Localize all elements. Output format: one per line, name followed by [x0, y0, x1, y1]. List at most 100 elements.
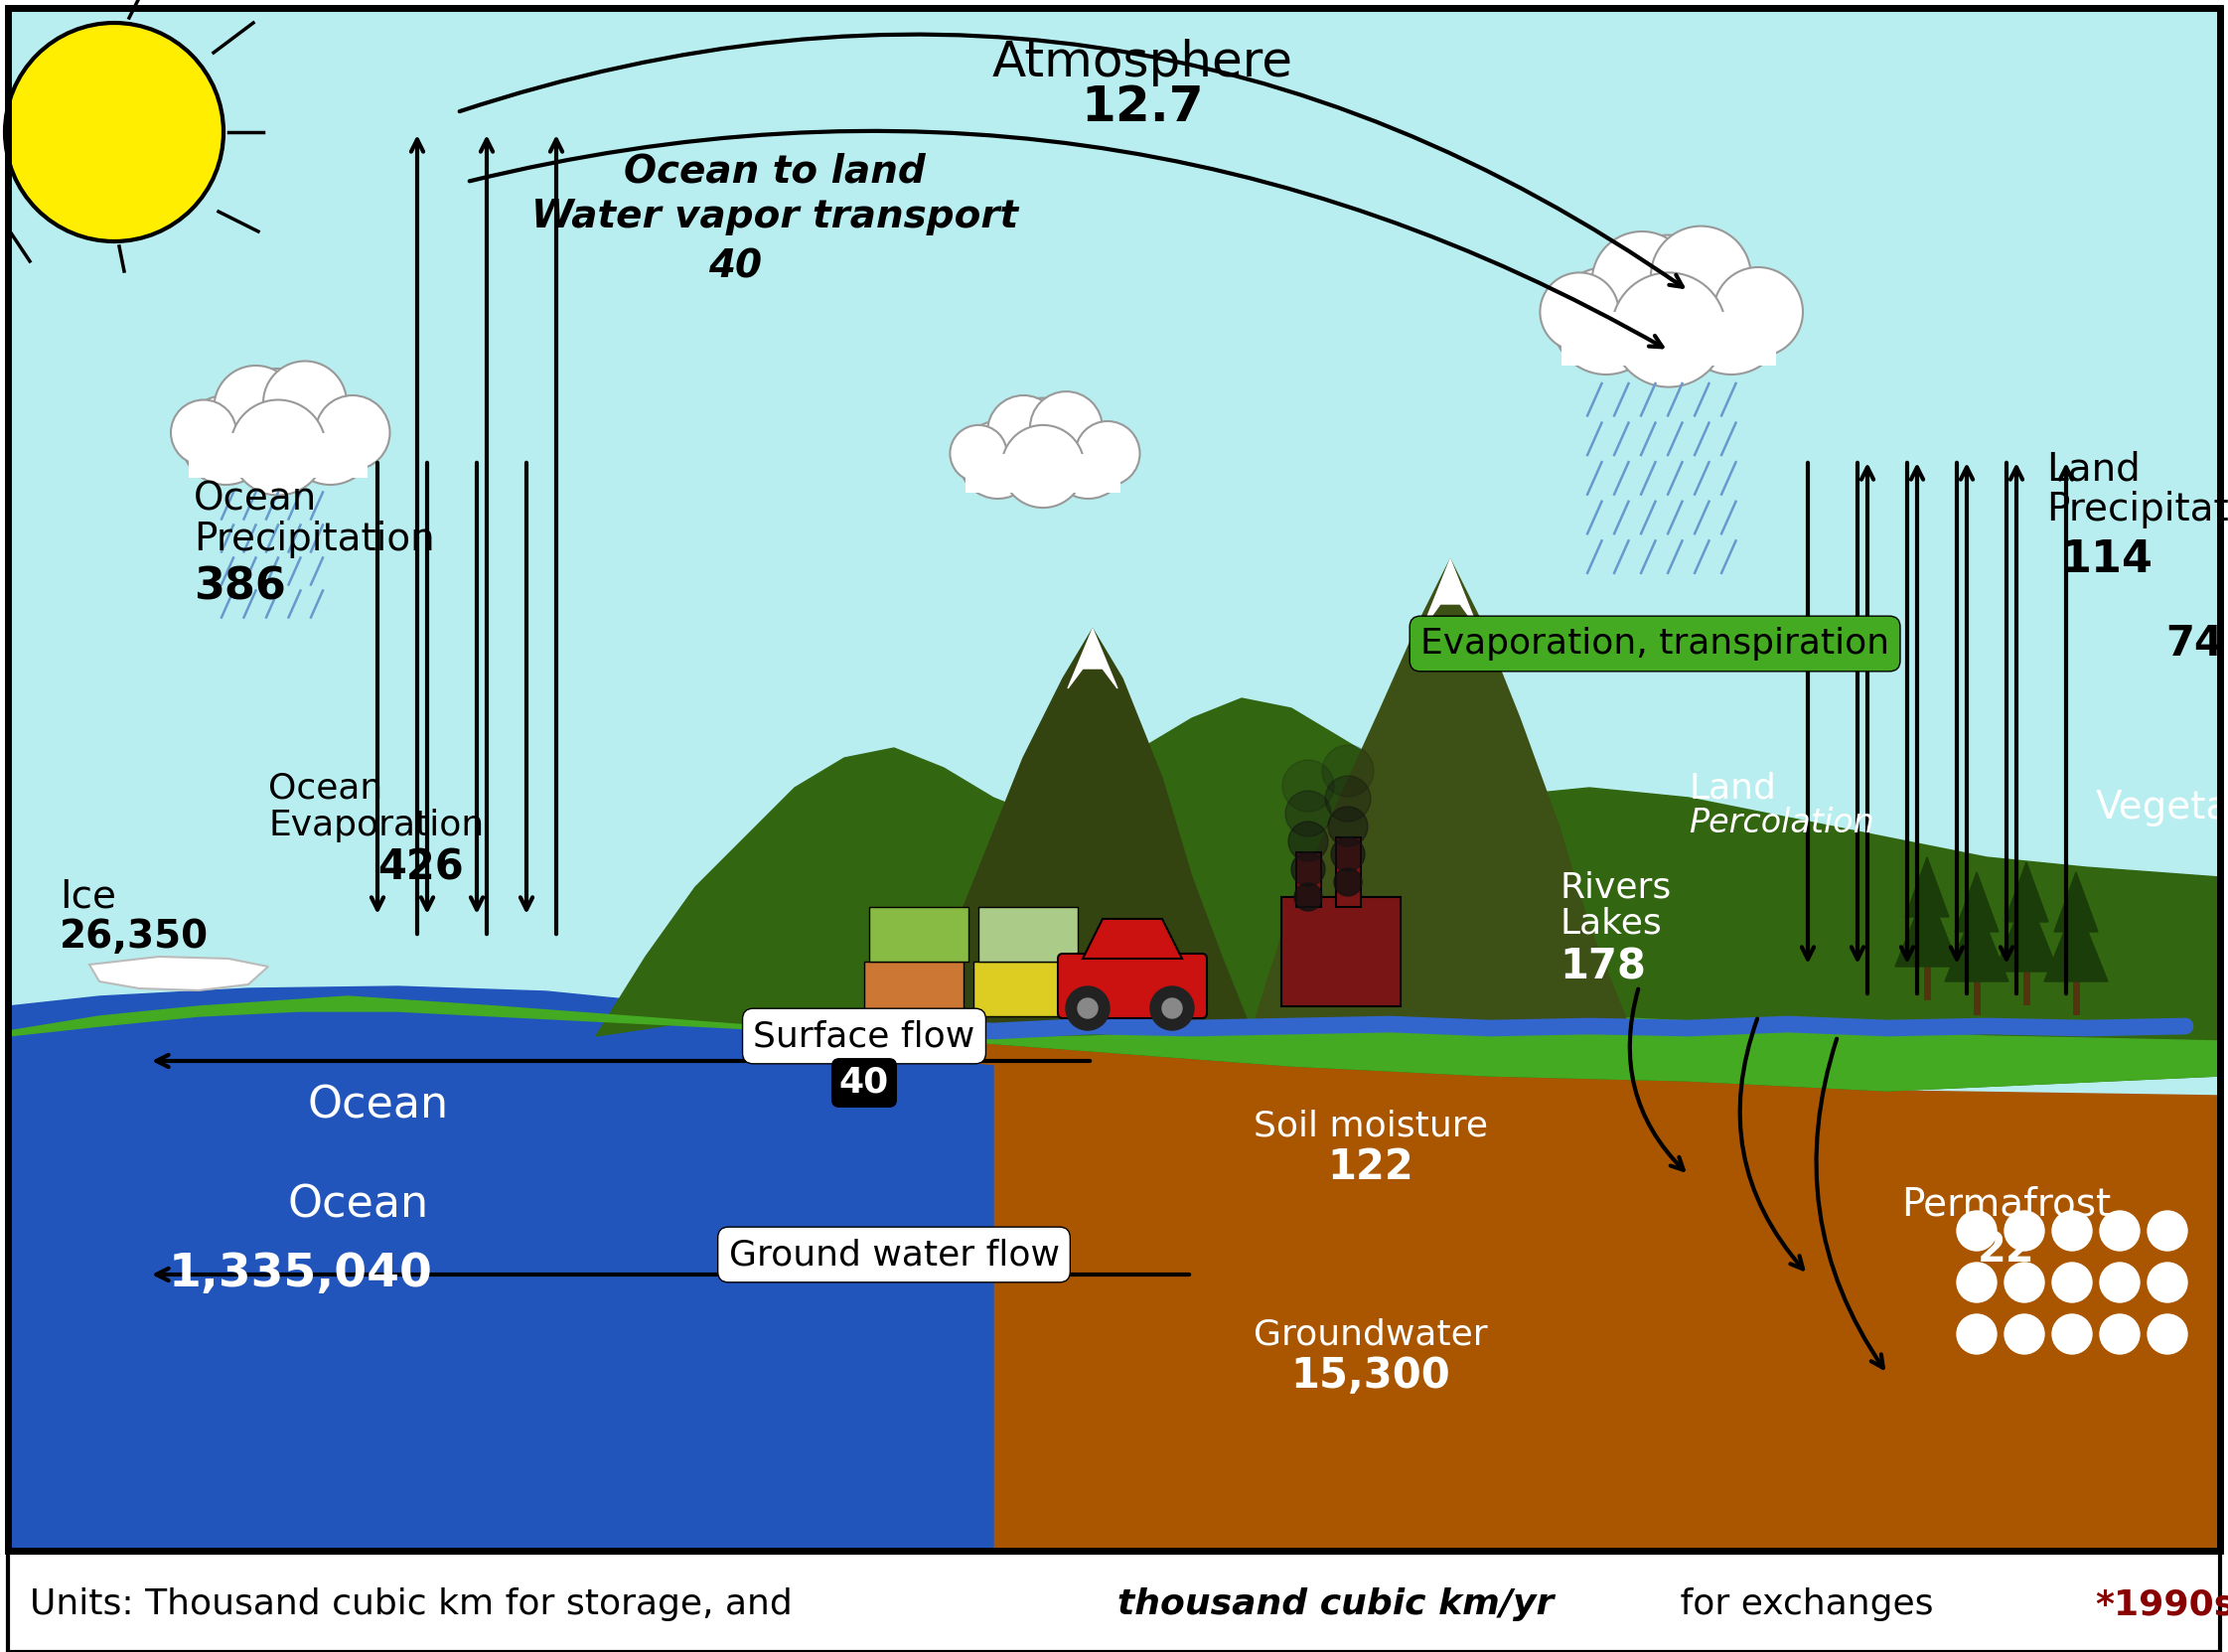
Text: Units: Thousand cubic km for storage, and: Units: Thousand cubic km for storage, an… [29, 1588, 804, 1621]
Circle shape [180, 395, 270, 484]
Circle shape [2099, 1315, 2139, 1355]
Circle shape [1335, 869, 1361, 895]
Circle shape [172, 400, 236, 466]
Bar [1337, 838, 1361, 907]
Text: 74: 74 [2166, 623, 2224, 664]
Circle shape [2099, 1211, 2139, 1251]
Circle shape [2005, 1315, 2045, 1355]
Circle shape [1328, 806, 1368, 846]
Text: Ocean: Ocean [194, 481, 316, 519]
FancyBboxPatch shape [1058, 953, 1208, 1018]
Text: 122: 122 [1328, 1146, 1415, 1188]
Circle shape [1553, 268, 1660, 375]
Circle shape [221, 368, 334, 482]
Circle shape [1321, 745, 1375, 796]
Text: Precipitation: Precipitation [194, 520, 434, 558]
Circle shape [1288, 821, 1328, 861]
Text: Ground water flow: Ground water flow [729, 1237, 1058, 1272]
Circle shape [1292, 852, 1326, 885]
Circle shape [4, 23, 223, 241]
Bar [974, 961, 1072, 1016]
Text: Vegetation: Vegetation [2097, 788, 2228, 826]
Text: *1990s: *1990s [2094, 1588, 2228, 1621]
Text: Ocean: Ocean [287, 1183, 430, 1226]
Circle shape [285, 395, 374, 484]
Polygon shape [89, 957, 267, 991]
Polygon shape [1994, 892, 2059, 971]
Text: 426: 426 [377, 846, 463, 889]
Circle shape [1678, 268, 1785, 375]
Text: Evaporation: Evaporation [267, 808, 483, 843]
Circle shape [263, 362, 348, 444]
Polygon shape [9, 1011, 994, 1553]
Circle shape [2148, 1315, 2188, 1355]
Polygon shape [1421, 560, 1477, 629]
Circle shape [1163, 998, 1183, 1018]
Text: Lakes: Lakes [1560, 907, 1662, 940]
Circle shape [2099, 1262, 2139, 1302]
Text: Ocean: Ocean [267, 771, 383, 805]
Text: Groundwater: Groundwater [1254, 1317, 1488, 1351]
Circle shape [2052, 1315, 2092, 1355]
Circle shape [994, 398, 1092, 496]
Polygon shape [1067, 629, 1118, 689]
Text: 40: 40 [709, 248, 762, 286]
Circle shape [1003, 425, 1085, 507]
Circle shape [2052, 1211, 2092, 1251]
Bar [9, 1553, 2219, 1652]
Bar [1281, 897, 1401, 1006]
Polygon shape [1083, 919, 1183, 958]
Text: Ocean to land: Ocean to land [624, 154, 925, 190]
Text: Land: Land [2045, 451, 2141, 489]
Circle shape [316, 395, 390, 469]
Circle shape [2005, 1211, 2045, 1251]
Circle shape [1330, 838, 1366, 871]
Circle shape [1294, 884, 1321, 910]
Text: 12.7: 12.7 [1081, 84, 1203, 131]
Polygon shape [1954, 872, 1999, 932]
Circle shape [1651, 226, 1751, 325]
Circle shape [2052, 1262, 2092, 1302]
Polygon shape [1945, 902, 2007, 981]
Circle shape [1326, 776, 1370, 821]
Text: Percolation: Percolation [1689, 806, 1874, 839]
Polygon shape [2054, 872, 2099, 932]
Circle shape [1076, 421, 1141, 486]
Text: 386: 386 [194, 565, 285, 608]
Polygon shape [595, 699, 2219, 1090]
Circle shape [229, 400, 325, 496]
Circle shape [1049, 421, 1127, 499]
Bar [869, 907, 969, 961]
Circle shape [214, 365, 299, 449]
Text: 114: 114 [2061, 539, 2154, 580]
Circle shape [1602, 235, 1736, 372]
Polygon shape [1896, 887, 1958, 966]
Text: Water vapor transport: Water vapor transport [530, 198, 1018, 236]
Circle shape [2148, 1262, 2188, 1302]
Circle shape [949, 425, 1007, 482]
Circle shape [1065, 986, 1110, 1031]
Bar [1297, 852, 1321, 907]
Text: Land: Land [1689, 771, 1776, 805]
Circle shape [1029, 392, 1103, 464]
Circle shape [1591, 231, 1691, 332]
Text: 26,350: 26,350 [60, 919, 209, 955]
Text: for exchanges: for exchanges [1669, 1588, 1934, 1621]
Polygon shape [2045, 902, 2108, 981]
Text: 15,300: 15,300 [1290, 1355, 1450, 1396]
Polygon shape [1252, 560, 1629, 1031]
Text: 40: 40 [840, 1066, 889, 1100]
Text: Soil moisture: Soil moisture [1254, 1108, 1488, 1143]
Text: Precipitation: Precipitation [2045, 491, 2228, 529]
Text: thousand cubic km/yr: thousand cubic km/yr [1118, 1588, 1553, 1621]
Polygon shape [2005, 862, 2048, 922]
Circle shape [987, 395, 1061, 468]
Circle shape [1283, 760, 1335, 811]
Text: Evaporation, transpiration: Evaporation, transpiration [1421, 626, 1889, 661]
Text: Ocean: Ocean [307, 1084, 450, 1127]
Bar [1562, 312, 1776, 365]
Circle shape [958, 421, 1036, 499]
Text: Atmosphere: Atmosphere [991, 38, 1292, 86]
Polygon shape [9, 996, 2219, 1553]
Circle shape [1611, 273, 1727, 387]
